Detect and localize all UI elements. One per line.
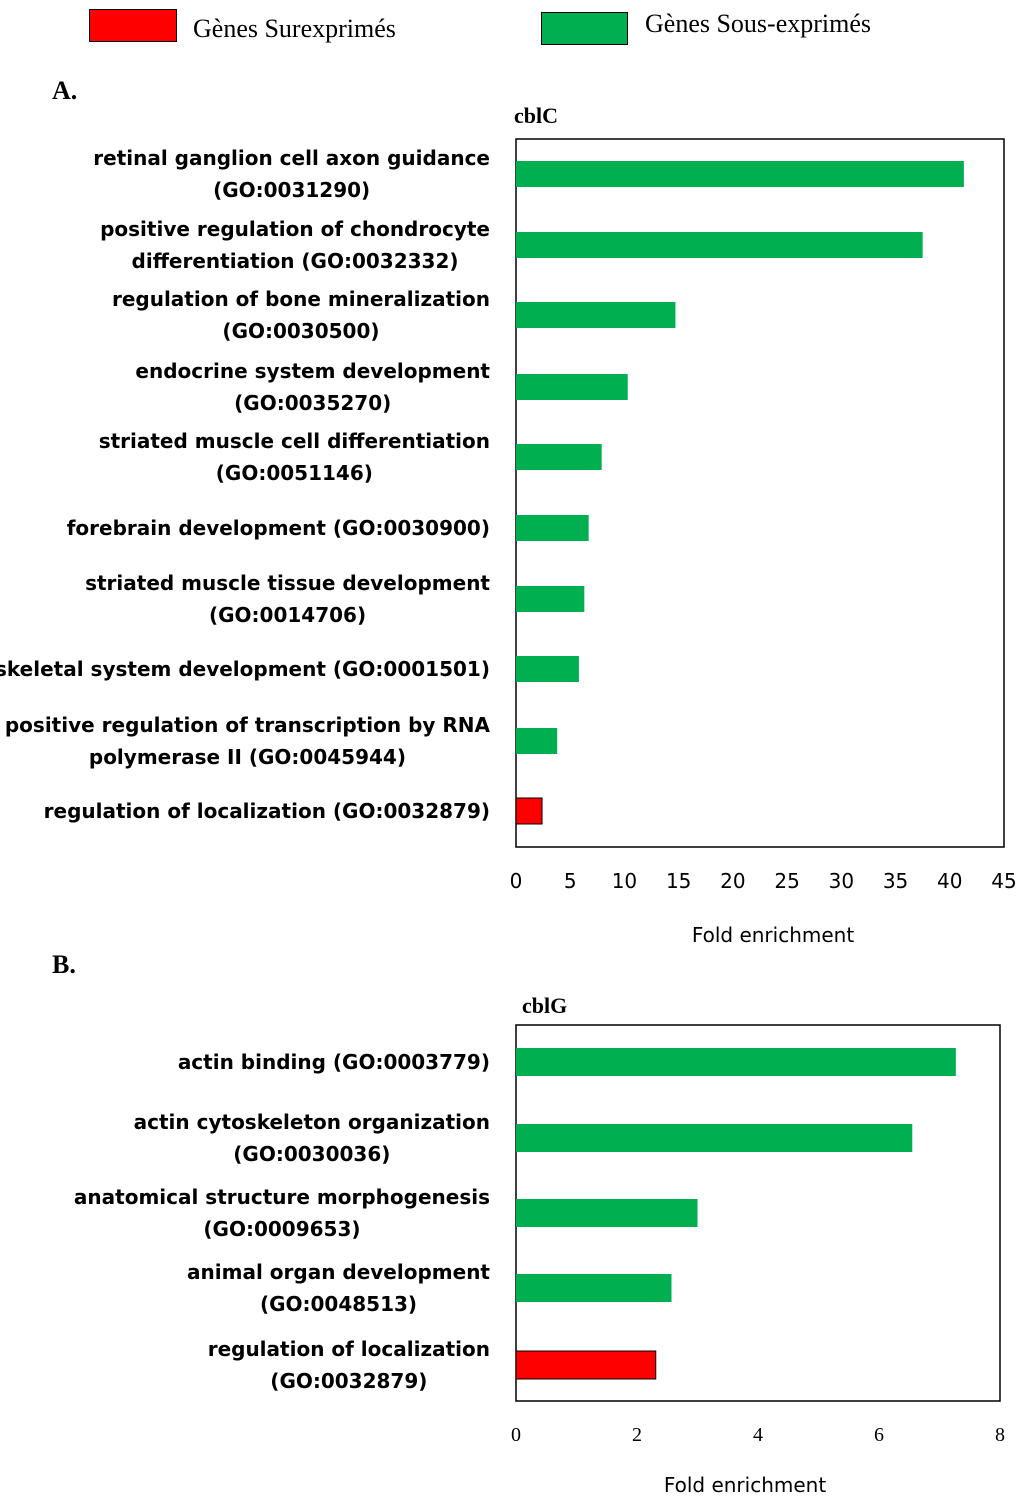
tick-label-cblc-5: 25 bbox=[774, 869, 799, 893]
category-label-cblg-1-line-0: actin cytoskeleton organization bbox=[134, 1110, 490, 1134]
category-label-cblg-3-line-1: (GO:0048513) bbox=[260, 1292, 417, 1316]
category-label-cblc-8-line-0: positive regulation of transcription by … bbox=[5, 713, 491, 737]
category-label-cblc-6-line-1: (GO:0014706) bbox=[209, 603, 366, 627]
panel-label-b: B. bbox=[52, 950, 76, 979]
legend-label-downregulated: Gènes Sous-exprimés bbox=[645, 9, 872, 38]
bar-cblc-6 bbox=[516, 586, 585, 612]
category-label-cblc-5-line-0: forebrain development (GO:0030900) bbox=[67, 516, 490, 540]
tick-label-cblc-3: 15 bbox=[666, 869, 691, 893]
bar-cblc-5 bbox=[516, 515, 589, 541]
plot-frame-cblc bbox=[515, 138, 1005, 848]
category-label-cblc-6-line-0: striated muscle tissue development bbox=[85, 571, 490, 595]
bar-cblg-1 bbox=[516, 1124, 913, 1152]
bar-cblg-2 bbox=[516, 1199, 698, 1227]
bar-cblc-1 bbox=[516, 232, 923, 258]
legend-swatch-downregulated bbox=[541, 12, 628, 45]
category-label-cblc-4-line-1: (GO:0051146) bbox=[216, 461, 373, 485]
category-label-cblc-1-line-1: differentiation (GO:0032332) bbox=[132, 249, 459, 273]
legend-swatch-upregulated bbox=[89, 9, 177, 42]
chart-title-cblc: cblC bbox=[514, 103, 558, 128]
tick-label-cblc-8: 40 bbox=[937, 869, 962, 893]
legend-label-upregulated: Gènes Surexprimés bbox=[193, 14, 396, 43]
tick-label-cblg-4: 8 bbox=[995, 1424, 1005, 1446]
category-label-cblc-3-line-0: endocrine system development bbox=[135, 359, 490, 383]
category-label-cblc-0-line-0: retinal ganglion cell axon guidance bbox=[93, 146, 490, 170]
bar-cblg-3 bbox=[516, 1274, 672, 1302]
tick-label-cblc-2: 10 bbox=[612, 869, 637, 893]
category-label-cblg-4-line-1: (GO:0032879) bbox=[270, 1369, 427, 1393]
tick-label-cblg-2: 4 bbox=[753, 1424, 763, 1446]
category-label-cblc-2-line-0: regulation of bone mineralization bbox=[112, 287, 490, 311]
category-label-cblg-2-line-1: (GO:0009653) bbox=[203, 1217, 360, 1241]
bar-cblc-3 bbox=[516, 374, 628, 400]
category-label-cblc-4-line-0: striated muscle cell differentiation bbox=[99, 429, 490, 453]
category-label-cblg-3-line-0: animal organ development bbox=[187, 1260, 490, 1284]
bar-cblc-4 bbox=[516, 444, 602, 470]
category-label-cblc-9-line-0: regulation of localization (GO:0032879) bbox=[44, 799, 490, 823]
bar-cblc-2 bbox=[516, 302, 676, 328]
bar-cblg-0 bbox=[516, 1048, 956, 1076]
tick-label-cblc-0: 0 bbox=[510, 869, 523, 893]
tick-label-cblc-9: 45 bbox=[991, 869, 1016, 893]
category-label-cblc-0-line-1: (GO:0031290) bbox=[213, 178, 370, 202]
category-label-cblc-2-line-1: (GO:0030500) bbox=[222, 319, 379, 343]
category-label-cblg-1-line-1: (GO:0030036) bbox=[233, 1142, 390, 1166]
panel-label-a: A. bbox=[52, 76, 78, 105]
chart-title-cblg: cblG bbox=[522, 993, 567, 1018]
tick-label-cblc-6: 30 bbox=[829, 869, 854, 893]
tick-label-cblc-4: 20 bbox=[720, 869, 745, 893]
bar-cblc-9 bbox=[515, 797, 543, 825]
tick-label-cblc-1: 5 bbox=[564, 869, 577, 893]
category-label-cblg-4-line-0: regulation of localization bbox=[208, 1337, 490, 1361]
bar-cblc-0 bbox=[516, 161, 964, 187]
category-label-cblc-3-line-1: (GO:0035270) bbox=[234, 391, 391, 415]
category-label-cblc-8-line-1: polymerase II (GO:0045944) bbox=[89, 745, 406, 769]
x-axis-title-cblc: Fold enrichment bbox=[692, 923, 855, 947]
category-label-cblg-2-line-0: anatomical structure morphogenesis bbox=[74, 1185, 490, 1209]
x-axis-title-cblg: Fold enrichment bbox=[664, 1473, 827, 1497]
bar-cblc-7 bbox=[516, 656, 579, 682]
tick-label-cblg-0: 0 bbox=[511, 1424, 521, 1446]
category-label-cblc-1-line-0: positive regulation of chondrocyte bbox=[100, 217, 490, 241]
category-label-cblc-7-line-0: skeletal system development (GO:0001501) bbox=[0, 657, 490, 681]
bar-cblc-8 bbox=[516, 728, 558, 754]
tick-label-cblg-1: 2 bbox=[632, 1424, 642, 1446]
tick-label-cblg-3: 6 bbox=[874, 1424, 884, 1446]
category-label-cblg-0-line-0: actin binding (GO:0003779) bbox=[178, 1050, 490, 1074]
tick-label-cblc-7: 35 bbox=[883, 869, 908, 893]
bar-cblg-4 bbox=[515, 1350, 657, 1380]
